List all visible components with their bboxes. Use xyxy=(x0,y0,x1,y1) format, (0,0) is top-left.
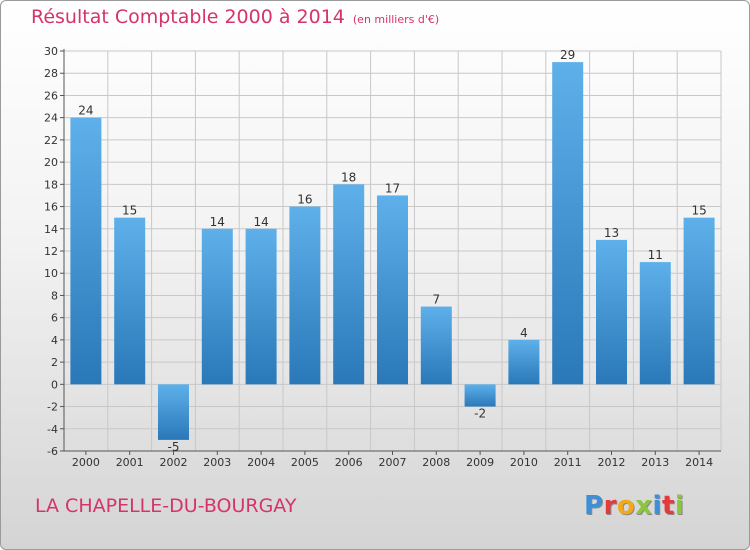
x-tick-label: 2013 xyxy=(641,456,669,469)
y-tick-label: 22 xyxy=(44,134,58,147)
y-tick-label: 0 xyxy=(51,378,58,391)
x-tick-label: 2007 xyxy=(379,456,407,469)
data-label: -2 xyxy=(474,407,486,421)
y-tick-label: 14 xyxy=(44,223,58,236)
title-line: Résultat Comptable 2000 à 2014 (en millie… xyxy=(31,6,439,28)
y-tick-label: 24 xyxy=(44,112,58,125)
y-tick-label: -2 xyxy=(47,401,58,414)
y-tick-label: -6 xyxy=(47,445,58,458)
bar xyxy=(158,384,189,440)
data-label: 17 xyxy=(385,181,400,195)
x-tick-label: 2008 xyxy=(422,456,450,469)
bar xyxy=(377,195,408,385)
bar xyxy=(245,228,277,385)
x-tick-label: 2010 xyxy=(510,456,538,469)
data-label: 4 xyxy=(520,326,528,340)
chart-title: Résultat Comptable 2000 à 2014 xyxy=(31,6,345,28)
data-label: 29 xyxy=(560,48,575,62)
bar xyxy=(552,62,584,385)
data-label: 13 xyxy=(604,226,619,240)
data-label: 18 xyxy=(341,170,356,184)
bar xyxy=(464,384,496,407)
y-tick-label: 10 xyxy=(44,267,58,280)
bar xyxy=(114,217,146,385)
y-tick-label: 12 xyxy=(44,245,58,258)
x-tick-label: 2009 xyxy=(466,456,494,469)
bar xyxy=(333,184,365,385)
data-label: 16 xyxy=(297,193,312,207)
logo-letter: P xyxy=(584,491,604,521)
y-tick-label: 30 xyxy=(44,45,58,58)
bar xyxy=(508,339,540,385)
logo-letter: r xyxy=(603,491,617,521)
x-tick-label: 2012 xyxy=(598,456,626,469)
logo-letter: x xyxy=(635,491,653,521)
x-tick-label: 2003 xyxy=(203,456,231,469)
logo-letter: o xyxy=(616,491,636,521)
x-tick-label: 2011 xyxy=(554,456,582,469)
y-tick-label: 4 xyxy=(51,334,58,347)
x-tick-label: 2014 xyxy=(685,456,713,469)
y-tick-label: 16 xyxy=(44,201,58,214)
bar xyxy=(289,206,321,385)
proxiti-logo[interactable]: Proxiti xyxy=(584,491,684,521)
data-label: 14 xyxy=(253,215,268,229)
bars xyxy=(70,62,715,440)
data-label: 15 xyxy=(691,204,706,218)
y-tick-label: 28 xyxy=(44,67,58,80)
logo-letter: i xyxy=(652,491,662,521)
y-tick-label: 6 xyxy=(51,312,58,325)
data-labels: 24 15 -5 14 14 16 18 17 7 -2 4 29 13 11 15 xyxy=(78,48,706,454)
y-tick-label: 20 xyxy=(44,156,58,169)
data-label: 14 xyxy=(210,215,225,229)
x-tick-label: 2000 xyxy=(72,456,100,469)
data-label: 11 xyxy=(648,248,663,262)
bar xyxy=(596,239,627,385)
bar xyxy=(201,228,233,385)
chart-unit: (en milliers d'€) xyxy=(352,13,440,26)
y-tick-label: 8 xyxy=(51,289,58,302)
y-tick-label: 18 xyxy=(44,178,58,191)
x-tick-label: 2006 xyxy=(335,456,363,469)
logo-letter: t xyxy=(661,491,675,521)
commune-name: LA CHAPELLE-DU-BOURGAY xyxy=(35,495,297,517)
logo-letter: i xyxy=(674,491,685,521)
x-tick-label: 2005 xyxy=(291,456,319,469)
bar xyxy=(639,262,671,385)
x-tick-label: 2002 xyxy=(160,456,188,469)
data-label: 7 xyxy=(432,293,440,307)
y-tick-label: 2 xyxy=(51,356,58,369)
bar xyxy=(420,306,452,385)
data-label: 24 xyxy=(78,104,93,118)
y-tick-label: 26 xyxy=(44,89,58,102)
bar xyxy=(70,117,102,385)
data-label: -5 xyxy=(168,440,180,454)
x-tick-label: 2001 xyxy=(116,456,144,469)
bar xyxy=(683,217,715,385)
data-label: 15 xyxy=(122,204,137,218)
y-tick-label: -4 xyxy=(47,423,58,436)
x-tick-label: 2004 xyxy=(247,456,275,469)
